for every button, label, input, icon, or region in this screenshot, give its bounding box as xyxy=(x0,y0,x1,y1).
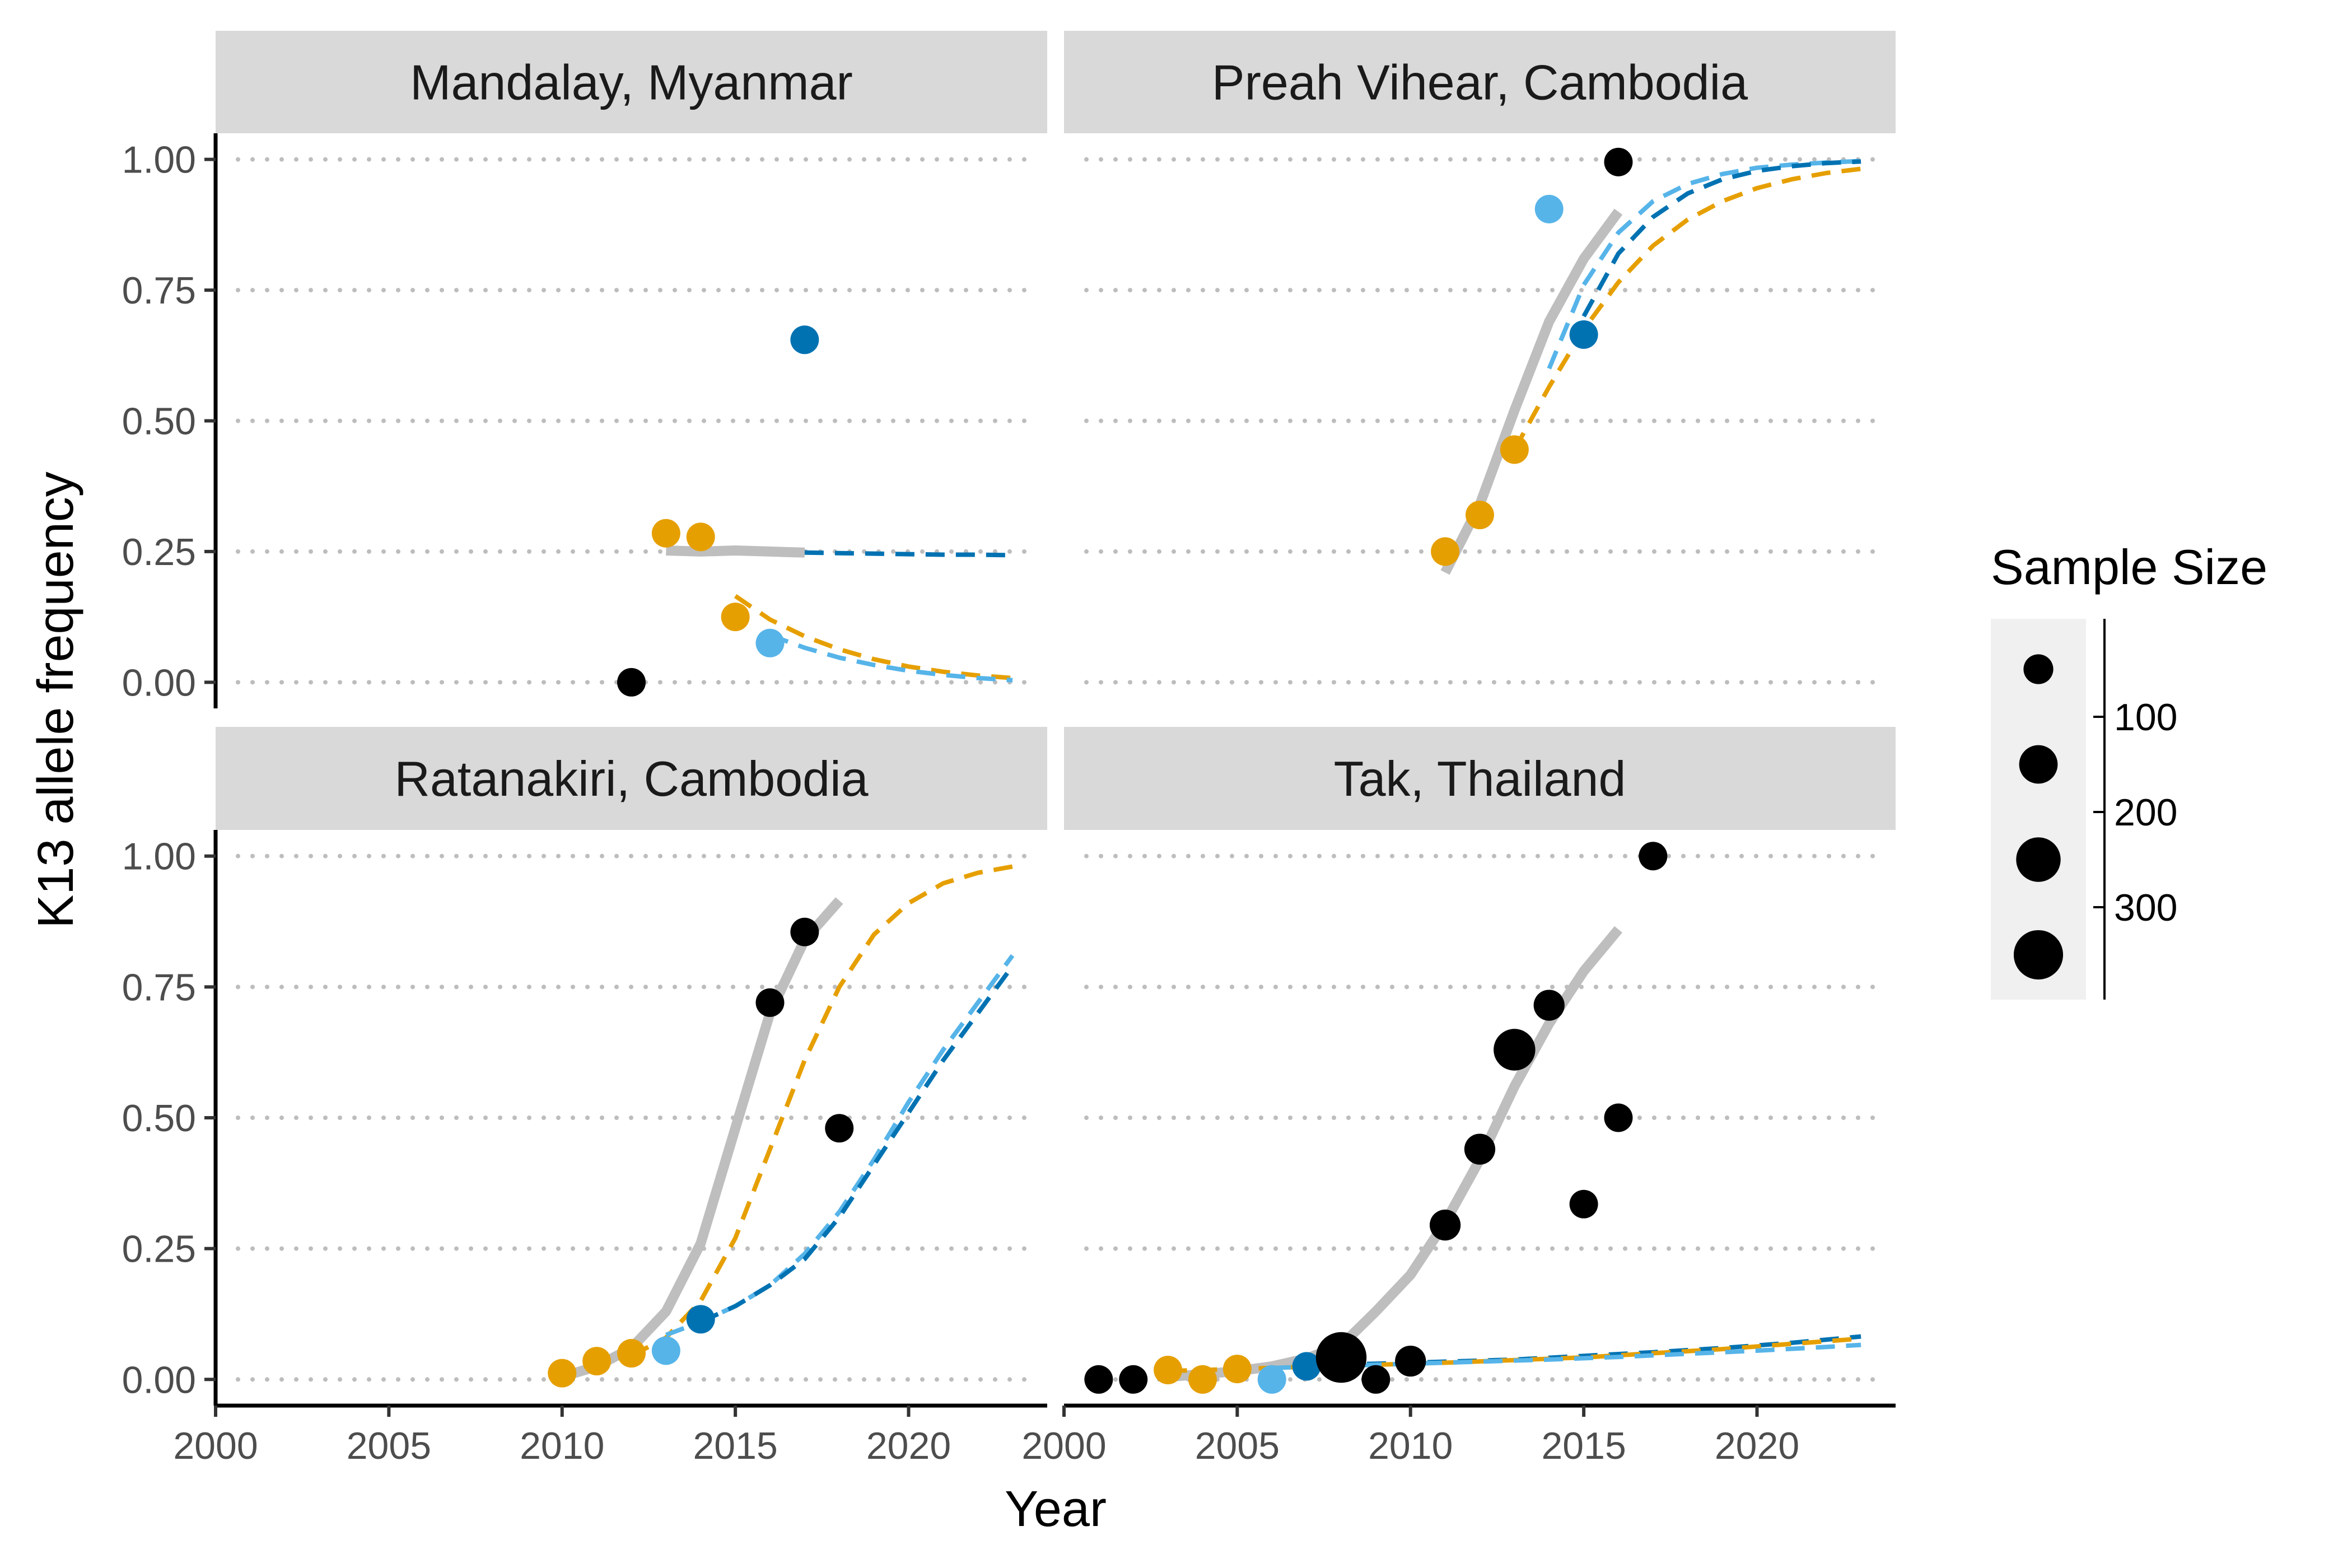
data-point xyxy=(825,1114,854,1143)
projection-line-orange xyxy=(734,594,1013,680)
x-axis-title: Year xyxy=(1005,1481,1107,1537)
data-point xyxy=(1222,1355,1252,1384)
panel-strip xyxy=(1064,727,1896,830)
y-axis-title: K13 allele frequency xyxy=(28,472,84,928)
y-tick-label: 0.00 xyxy=(122,661,196,704)
panel-title: Mandalay, Myanmar xyxy=(410,55,853,110)
panel-strip xyxy=(1064,31,1896,133)
x-tick-label: 2005 xyxy=(1195,1425,1280,1467)
data-point xyxy=(1500,435,1529,464)
panel-title: Preah Vihear, Cambodia xyxy=(1212,55,1748,110)
x-tick-label: 2005 xyxy=(347,1425,431,1467)
data-point xyxy=(548,1359,577,1388)
panel-strip xyxy=(216,31,1047,133)
legend-size-key xyxy=(2019,745,2058,784)
projection-line-orange xyxy=(630,864,1013,1358)
data-point xyxy=(1604,1103,1633,1132)
data-point xyxy=(790,917,819,946)
data-point xyxy=(790,325,819,354)
data-point xyxy=(1464,1133,1496,1165)
data-point xyxy=(1466,501,1494,530)
data-point xyxy=(721,603,750,632)
legend-size-key xyxy=(2013,930,2064,980)
data-point xyxy=(1569,1189,1598,1219)
data-point xyxy=(755,988,785,1017)
legend-label: 100 xyxy=(2114,696,2177,739)
projection-line-orange xyxy=(1512,166,1861,451)
data-point xyxy=(1315,1332,1367,1383)
panels-layer: Mandalay, Myanmar 0.00 0.25 0.50 0.75 1.00 Pre… xyxy=(122,31,1896,1467)
projection-line-sky xyxy=(769,633,1013,683)
data-point xyxy=(1569,320,1598,349)
y-tick-label: 0.25 xyxy=(122,1228,196,1271)
data-point xyxy=(1084,1365,1113,1394)
y-tick-label: 0.00 xyxy=(122,1359,196,1401)
y-tick-label: 0.75 xyxy=(122,269,196,312)
fit-line xyxy=(666,545,805,558)
y-tick-label: 0.25 xyxy=(122,531,196,573)
projection-line-blue xyxy=(1581,159,1861,318)
data-point xyxy=(617,668,646,697)
legend-size-key xyxy=(2023,654,2054,684)
panel-2: Preah Vihear, Cambodia xyxy=(1064,31,1896,685)
legend-size-key xyxy=(2016,837,2061,882)
x-tick-label: 2010 xyxy=(1368,1425,1453,1467)
data-point xyxy=(1431,537,1460,566)
data-point xyxy=(755,628,785,657)
x-tick-label: 2000 xyxy=(1021,1425,1106,1467)
projection-line-sky xyxy=(1272,1342,1861,1370)
legend-keys: 100 200 300 xyxy=(2013,619,2177,1000)
panel-1: Mandalay, Myanmar 0.00 0.25 0.50 0.75 1.00 xyxy=(122,31,1047,708)
data-point xyxy=(1395,1345,1426,1377)
projection-line-blue xyxy=(699,964,1015,1324)
data-point xyxy=(1257,1365,1286,1394)
legend-label: 200 xyxy=(2114,791,2177,834)
panel-strip xyxy=(216,727,1047,830)
data-point xyxy=(686,522,715,552)
projection-line-sky xyxy=(665,954,1015,1337)
data-point xyxy=(1119,1365,1148,1394)
data-point xyxy=(582,1347,612,1376)
panel-title: Tak, Thailand xyxy=(1334,751,1626,806)
data-point xyxy=(1292,1352,1321,1381)
size-legend: Sample Size 100 200 300 xyxy=(1991,539,2267,1000)
data-point xyxy=(1533,990,1565,1021)
data-point xyxy=(686,1305,715,1334)
x-tick-label: 2020 xyxy=(1715,1425,1799,1467)
data-point xyxy=(1154,1355,1183,1384)
x-tick-label: 2020 xyxy=(866,1425,951,1467)
data-point xyxy=(1534,194,1564,223)
data-point xyxy=(617,1339,646,1368)
x-tick-label: 2015 xyxy=(693,1425,777,1467)
x-tick-label: 2015 xyxy=(1541,1425,1626,1467)
x-tick-label: 2000 xyxy=(173,1425,258,1467)
projection-line-blue xyxy=(1306,1334,1861,1368)
data-point xyxy=(651,1336,680,1365)
projection-line-blue xyxy=(804,550,1013,558)
y-tick-label: 1.00 xyxy=(122,139,196,181)
y-tick-label: 0.75 xyxy=(122,966,196,1009)
data-point xyxy=(1361,1365,1390,1394)
data-point xyxy=(651,519,680,548)
data-point xyxy=(1639,842,1668,871)
panel-3: Ratanakiri, Cambodia 0.00 0.25 0.50 0.75 1.00… xyxy=(122,727,1047,1467)
data-point xyxy=(1430,1209,1461,1241)
y-tick-label: 0.50 xyxy=(122,1097,196,1140)
data-point xyxy=(1188,1365,1217,1394)
legend-title: Sample Size xyxy=(1991,539,2267,595)
panel-4: Tak, Thailand 2000 2005 2010 2015 2020 xyxy=(1021,727,1896,1467)
projection-line-sky xyxy=(1547,158,1861,370)
legend-label: 300 xyxy=(2114,886,2177,929)
x-tick-label: 2010 xyxy=(520,1425,604,1467)
y-tick-label: 0.50 xyxy=(122,400,196,443)
data-point xyxy=(1604,147,1633,176)
data-point xyxy=(1494,1029,1536,1071)
panel-title: Ratanakiri, Cambodia xyxy=(394,751,868,806)
y-tick-label: 1.00 xyxy=(122,836,196,878)
